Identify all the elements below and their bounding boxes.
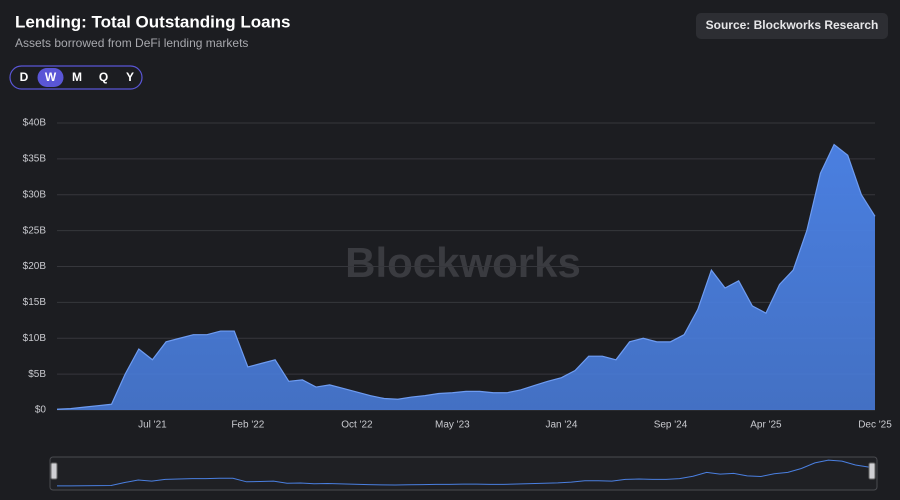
navigator[interactable] [49,456,878,491]
x-tick-label: Oct '22 [341,420,373,431]
x-tick-label: Apr '25 [750,420,782,431]
period-option[interactable]: Y [126,70,134,84]
navigator-line [56,459,870,487]
chart-title: Lending: Total Outstanding Loans [15,12,290,31]
period-toggle [9,65,143,90]
source-badge[interactable] [696,13,888,39]
period-option[interactable]: M [72,70,82,84]
navigator-handle[interactable] [50,462,58,480]
period-selected[interactable] [37,68,64,87]
y-tick-label: $10B [23,333,47,344]
y-tick-label: $0 [35,405,47,416]
x-tick-label: Jul '21 [138,420,167,431]
period-option[interactable]: W [45,70,57,84]
y-tick-label: $5B [28,369,46,380]
x-tick-label: Dec '25 [858,420,892,431]
watermark: Blockworks [345,239,581,286]
y-tick-label: $40B [23,118,47,129]
x-tick-label: Feb '22 [231,420,264,431]
period-option[interactable]: D [20,70,29,84]
x-tick-label: Jan '24 [545,420,577,431]
period-option[interactable]: Q [99,70,108,84]
area [57,144,875,410]
x-tick-label: Sep '24 [654,420,688,431]
y-tick-label: $20B [23,261,47,272]
chart-subtitle: Assets borrowed from DeFi lending market… [15,36,248,50]
area-line [56,143,876,410]
y-tick-label: $25B [23,225,47,236]
y-tick-label: $15B [23,297,47,308]
y-tick-label: $35B [23,154,47,165]
x-tick-label: May '23 [435,420,470,431]
y-tick-label: $30B [23,189,47,200]
navigator-handle[interactable] [868,462,876,480]
source-label[interactable]: Source: Blockworks Research [706,18,879,32]
